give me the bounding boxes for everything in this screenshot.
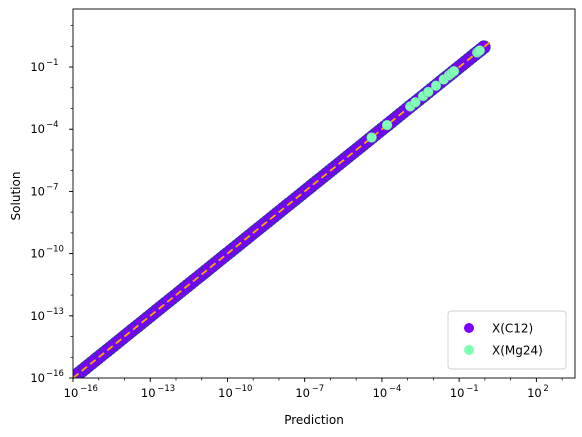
y-tick-label: 10 [30, 309, 45, 323]
series-mg24-point [410, 97, 421, 108]
plot-area [73, 39, 494, 378]
x-tick-exponent: 2 [543, 384, 548, 394]
y-tick-label: 10 [30, 60, 45, 74]
legend-box [447, 310, 567, 370]
x-tick-exponent: −16 [80, 384, 98, 394]
x-tick-label: 10 [64, 386, 79, 400]
series-mg24-point [474, 45, 485, 56]
x-tick-exponent: −4 [389, 384, 402, 394]
legend-label: X(C12) [492, 322, 533, 336]
series-mg24-point [448, 65, 460, 77]
x-tick-exponent: −13 [157, 384, 175, 394]
legend-marker [464, 345, 474, 355]
x-tick-label: 10 [373, 386, 388, 400]
y-tick-exponent: −4 [46, 120, 59, 130]
series-mg24-point [381, 119, 393, 131]
x-tick-label: 10 [141, 386, 156, 400]
reference-line [73, 39, 494, 378]
y-tick-label: 10 [30, 122, 45, 136]
legend: X(C12) X(Mg24) [447, 310, 567, 370]
x-tick-label: 10 [295, 386, 310, 400]
y-tick-exponent: −7 [46, 182, 59, 192]
y-tick-exponent: −16 [46, 369, 64, 379]
legend-label: X(Mg24) [492, 344, 543, 358]
legend-marker [464, 323, 474, 333]
y-axis-label: Solution [9, 172, 23, 221]
x-tick-exponent: −7 [312, 384, 325, 394]
x-tick-label: 10 [218, 386, 233, 400]
y-tick-exponent: −10 [46, 245, 64, 255]
series-mg24-point [430, 80, 442, 91]
x-tick-label: 10 [527, 386, 542, 400]
x-tick-exponent: −1 [466, 384, 479, 394]
series-mg24-point [366, 132, 377, 143]
axes-frame [72, 8, 576, 379]
x-tick-label: 10 [450, 386, 465, 400]
y-tick-label: 10 [30, 247, 45, 261]
y-tick-label: 10 [30, 184, 45, 198]
y-tick-exponent: −1 [46, 58, 59, 68]
x-tick-exponent: −10 [234, 384, 252, 394]
series-mg24-point [423, 86, 434, 98]
y-tick-label: 10 [30, 371, 45, 385]
y-tick-exponent: −13 [46, 307, 64, 317]
x-axis-label: Prediction [284, 413, 344, 427]
